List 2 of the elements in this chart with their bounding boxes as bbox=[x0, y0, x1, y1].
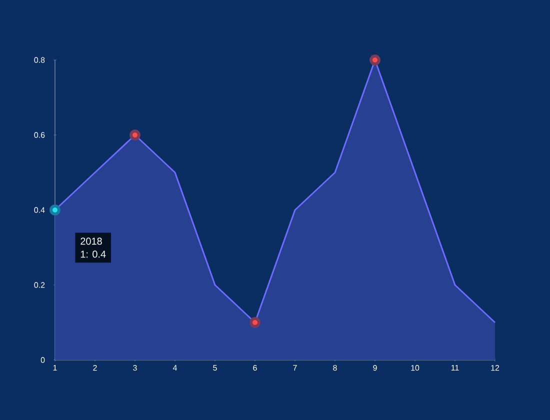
annotation: 2018 bbox=[80, 238, 102, 245]
annotation: 1: 0.4 bbox=[80, 250, 106, 258]
